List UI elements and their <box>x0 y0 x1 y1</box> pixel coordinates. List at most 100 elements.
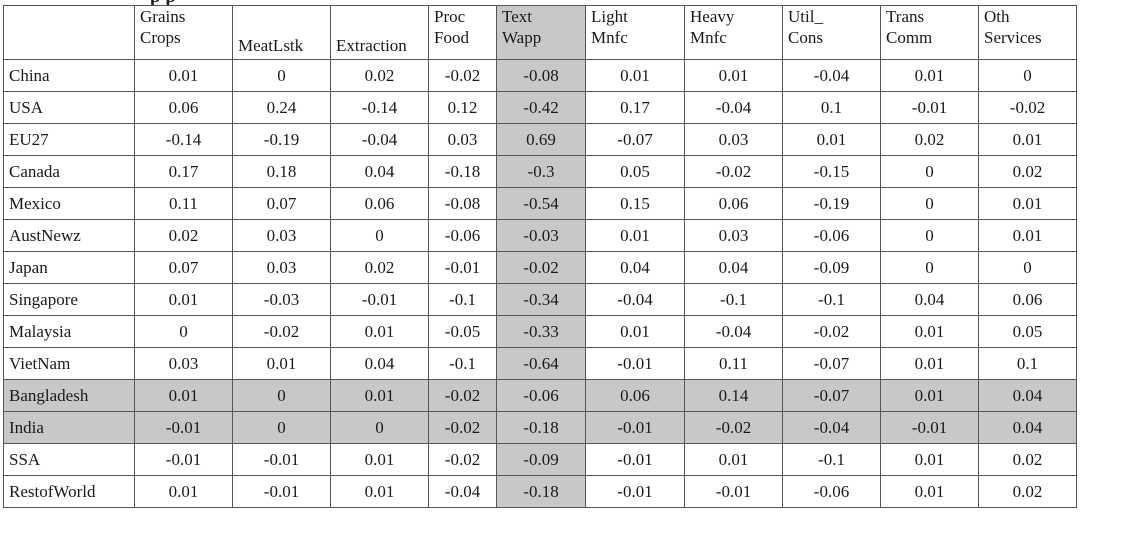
table-cell: -0.01 <box>684 475 783 508</box>
table-cell: -0.02 <box>684 411 783 444</box>
table-cell: 0.06 <box>585 379 685 412</box>
table-cell: 0 <box>330 219 429 252</box>
row-region-label: Singapore <box>3 283 135 316</box>
table-row: Mexico 0.11 0.07 0.06 -0.08 -0.54 0.15 0.06 -0.1… <box>3 187 1077 220</box>
table-cell: 0.03 <box>428 123 497 156</box>
header-oth-services: Oth Services <box>978 5 1077 60</box>
table-cell: -0.04 <box>684 315 783 348</box>
table-cell: -0.03 <box>232 283 331 316</box>
table-row: India -0.01 0 0 -0.02 -0.18 -0.01 -0.02 -0.04 -0.… <box>3 411 1077 444</box>
table-cell: -0.01 <box>134 443 233 476</box>
table-cell: -0.18 <box>496 411 586 444</box>
header-trans-comm: Trans Comm <box>880 5 979 60</box>
table-cell: -0.18 <box>428 155 497 188</box>
table-cell: 0 <box>880 187 979 220</box>
table-cell: -0.02 <box>428 379 497 412</box>
table-cell: -0.1 <box>782 283 881 316</box>
table-cell: -0.08 <box>496 59 586 92</box>
table-cell: 0.01 <box>134 475 233 508</box>
table-cell: 0.02 <box>880 123 979 156</box>
table-cell: -0.3 <box>496 155 586 188</box>
table-cell: 0.01 <box>585 59 685 92</box>
table-cell: -0.1 <box>428 347 497 380</box>
table-cell: 0.03 <box>684 219 783 252</box>
table-cell: 0.07 <box>134 251 233 284</box>
table-cell: -0.01 <box>585 347 685 380</box>
table-cell: -0.04 <box>782 411 881 444</box>
table-cell: -0.02 <box>232 315 331 348</box>
table-row: EU27 -0.14 -0.19 -0.04 0.03 0.69 -0.07 0.03 0.01… <box>3 123 1077 156</box>
table-cell: -0.01 <box>880 411 979 444</box>
table-cell: 0.03 <box>684 123 783 156</box>
table-cell: 0.01 <box>978 187 1077 220</box>
table-cell: 0.04 <box>330 155 429 188</box>
table-cell: -0.02 <box>428 443 497 476</box>
table-cell: 0.02 <box>978 443 1077 476</box>
row-region-label: Japan <box>3 251 135 284</box>
table-cell: 0.02 <box>978 475 1077 508</box>
table-row: Malaysia 0 -0.02 0.01 -0.05 -0.33 0.01 -0.04 -0.… <box>3 315 1077 348</box>
row-region-label: RestofWorld <box>3 475 135 508</box>
table-cell: 0.06 <box>330 187 429 220</box>
header-text-wapp: Text Wapp <box>496 5 586 60</box>
table-cell: -0.15 <box>782 155 881 188</box>
table-cell: -0.06 <box>782 219 881 252</box>
table-cell: -0.14 <box>330 91 429 124</box>
table-cell: 0.1 <box>782 91 881 124</box>
table-cell: 0.04 <box>978 411 1077 444</box>
row-region-label: Canada <box>3 155 135 188</box>
table-cell: 0.01 <box>684 59 783 92</box>
table-cell: -0.01 <box>330 283 429 316</box>
table-cell: 0.02 <box>330 59 429 92</box>
table-cell: -0.33 <box>496 315 586 348</box>
row-region-label: AustNewz <box>3 219 135 252</box>
table-cell: -0.14 <box>134 123 233 156</box>
table-cell: -0.01 <box>585 411 685 444</box>
header-proc-food: Proc Food <box>428 5 497 60</box>
table-cell: 0.11 <box>134 187 233 220</box>
header-row: Grains Crops MeatLstk Extraction Proc Food… <box>3 5 1077 60</box>
table-cell: -0.01 <box>880 91 979 124</box>
table-cell: 0 <box>880 219 979 252</box>
table-row: RestofWorld 0.01 -0.01 0.01 -0.04 -0.18 -0.01-… <box>3 475 1077 508</box>
table-cell: -0.03 <box>496 219 586 252</box>
row-region-label: Malaysia <box>3 315 135 348</box>
table-cell: 0.02 <box>978 155 1077 188</box>
table-cell: 0.01 <box>134 379 233 412</box>
table-cell: -0.09 <box>782 251 881 284</box>
row-region-label: China <box>3 59 135 92</box>
table-cell: 0 <box>880 155 979 188</box>
table-cell: 0.05 <box>978 315 1077 348</box>
table-cell: 0.01 <box>232 347 331 380</box>
table-cell: -0.1 <box>684 283 783 316</box>
table-cell: -0.02 <box>496 251 586 284</box>
table-row: Japan 0.07 0.03 0.02 -0.01 -0.02 0.04 0.04 -0.09… <box>3 251 1077 284</box>
table-cell: 0 <box>978 251 1077 284</box>
table-cell: 0.05 <box>585 155 685 188</box>
table-cell: -0.64 <box>496 347 586 380</box>
header-heavy-mnfc: Heavy Mnfc <box>684 5 783 60</box>
table-row: USA 0.06 0.24 -0.14 0.12 -0.42 0.17 -0.04 0.1 -0.… <box>3 91 1077 124</box>
table-cell: -0.06 <box>428 219 497 252</box>
row-region-label: EU27 <box>3 123 135 156</box>
table-cell: -0.02 <box>684 155 783 188</box>
table-cell: 0.02 <box>134 219 233 252</box>
table-cell: -0.18 <box>496 475 586 508</box>
table-cell: -0.04 <box>330 123 429 156</box>
table-cell: -0.19 <box>782 187 881 220</box>
table-cell: 0.01 <box>585 219 685 252</box>
table-cell: -0.02 <box>428 411 497 444</box>
table-cell: 0.04 <box>880 283 979 316</box>
table-cell: 0.01 <box>684 443 783 476</box>
table-cell: 0.06 <box>134 91 233 124</box>
row-region-label: Bangladesh <box>3 379 135 412</box>
table-cell: 0.01 <box>978 123 1077 156</box>
table-cell: 0.01 <box>880 443 979 476</box>
table-cell: 0 <box>134 315 233 348</box>
table-cell: 0.04 <box>684 251 783 284</box>
table-cell: 0.03 <box>134 347 233 380</box>
table-cell: 0.04 <box>330 347 429 380</box>
table-cell: -0.04 <box>585 283 685 316</box>
table-cell: 0.01 <box>880 59 979 92</box>
